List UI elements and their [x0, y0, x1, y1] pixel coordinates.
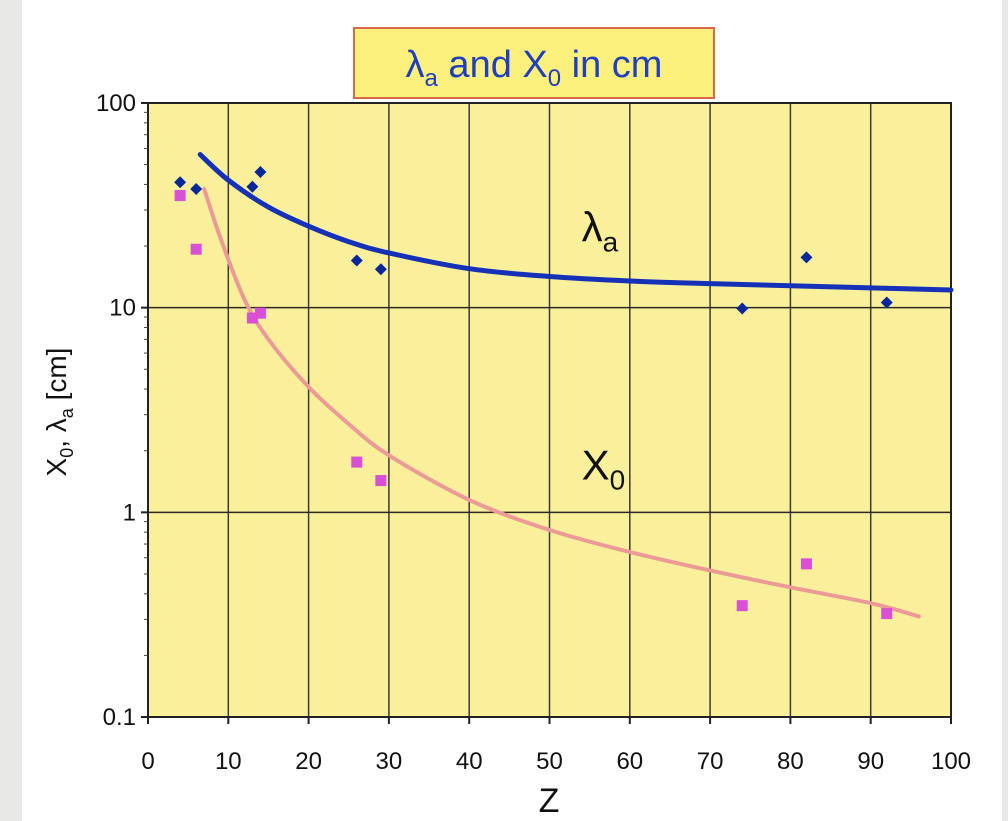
fit-curves	[197, 152, 954, 619]
x-tick-label: 30	[376, 748, 403, 775]
grid-lines	[148, 103, 951, 717]
lambda-point	[190, 183, 203, 196]
y-label-a: X	[41, 457, 72, 476]
left-margin	[0, 0, 22, 821]
x-tick-labels: 0 10 20 30 40 50 60 70 80 90 100	[141, 748, 971, 775]
y-axis-label: X0, λa [cm]	[41, 348, 77, 477]
lambda-annotation: λa	[582, 204, 619, 258]
title-symbol: λ	[406, 44, 425, 86]
title-mid: and X	[438, 44, 548, 86]
x0-curve	[202, 187, 921, 619]
x-tick-label: 20	[295, 748, 322, 775]
x-tick-label: 0	[141, 748, 154, 775]
x-axis-label: Z	[539, 782, 560, 820]
lambda-point	[880, 296, 893, 309]
tick-marks	[141, 102, 952, 724]
y-label-unit: [cm]	[41, 348, 72, 409]
lambda-point	[254, 166, 267, 179]
y-tick-label: 10	[109, 295, 136, 322]
lambda-annotation-main: λ	[582, 204, 603, 251]
title-sub2: 0	[548, 65, 561, 92]
y-tick-label: 100	[96, 90, 136, 117]
lambda-point	[736, 302, 749, 315]
x0-point	[375, 475, 387, 487]
y-label-b-sub: a	[57, 407, 77, 418]
chart-title: λa and X0 in cm	[353, 27, 715, 99]
x0-annotation-main: X	[582, 441, 610, 488]
x-tick-label: 90	[857, 748, 884, 775]
x-tick-label: 80	[777, 748, 804, 775]
title-box	[353, 27, 715, 99]
lambda-point	[350, 254, 363, 267]
x0-point	[254, 307, 266, 319]
lambda-annotation-sub: a	[603, 227, 619, 258]
x-tick-label: 10	[215, 748, 242, 775]
x-tick-label: 60	[616, 748, 643, 775]
x0-point	[246, 312, 258, 324]
data-markers	[174, 166, 893, 620]
x-tick-label: 100	[931, 748, 971, 775]
title-text: λa and X0 in cm	[406, 44, 663, 92]
x-tick-label: 50	[536, 748, 563, 775]
y-label-a-sub: 0	[57, 448, 77, 458]
lambda-point	[174, 176, 187, 189]
right-margin	[1002, 0, 1008, 821]
lambda-point	[800, 251, 813, 264]
x0-point	[881, 608, 893, 620]
lambda-curve	[197, 152, 954, 293]
lambda-point	[374, 263, 387, 276]
x0-annotation-sub: 0	[610, 464, 626, 495]
y-tick-labels: 0.1 1 10 100	[96, 90, 136, 731]
y-tick-label: 0.1	[103, 704, 136, 731]
x-tick-label: 40	[456, 748, 483, 775]
title-end: in cm	[561, 44, 662, 86]
title-sub1: a	[425, 65, 439, 92]
x0-point	[736, 600, 748, 612]
lambda-point	[246, 180, 259, 193]
x-tick-label: 70	[697, 748, 724, 775]
y-label-sep: , λ	[41, 418, 72, 448]
x0-point	[174, 190, 186, 202]
y-tick-label: 1	[123, 499, 136, 526]
x0-annotation: X0	[582, 441, 626, 495]
x0-point	[800, 558, 812, 570]
x0-point	[190, 243, 202, 255]
curve-annotations: λa X0	[582, 204, 626, 496]
x0-point	[351, 456, 363, 468]
